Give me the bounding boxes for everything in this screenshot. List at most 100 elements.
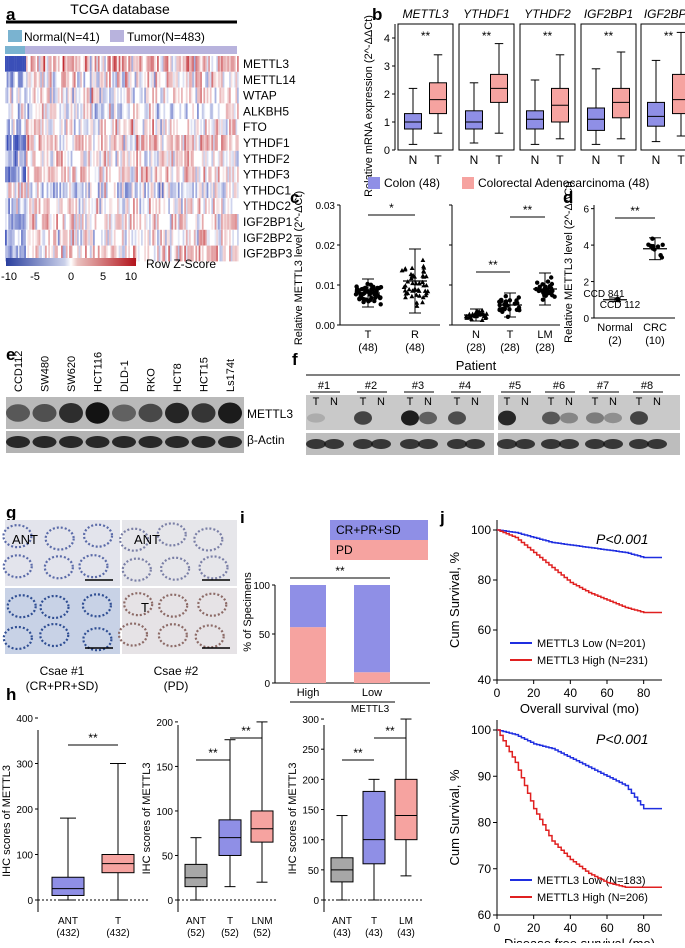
- heatmap-cell: [50, 72, 52, 88]
- data-point: [410, 266, 415, 270]
- heatmap-cell: [194, 119, 196, 135]
- heatmap-cell: [23, 167, 25, 183]
- heatmap-cell: [55, 167, 57, 183]
- heatmap-cell: [216, 56, 218, 72]
- heatmap-cell: [47, 103, 49, 119]
- heatmap-cell: [11, 103, 13, 119]
- heatmap-cell: [219, 88, 221, 104]
- y-tick-label: 0: [27, 896, 33, 907]
- lane-label: N: [521, 396, 529, 408]
- heatmap-cell: [130, 182, 132, 198]
- heatmap-cell: [139, 182, 141, 198]
- heatmap-cell: [141, 167, 143, 183]
- heatmap-cell: [151, 151, 153, 167]
- heatmap-cell: [136, 198, 138, 214]
- heatmap-cell: [95, 167, 97, 183]
- heatmap-cell: [159, 151, 161, 167]
- heatmap-cell: [211, 135, 213, 151]
- bar-pd: [354, 672, 390, 683]
- heatmap-cell: [189, 88, 191, 104]
- y-tick-label: 60: [478, 908, 492, 922]
- y-tick-label: 80: [478, 816, 492, 830]
- heatmap-cell: [128, 230, 130, 246]
- heatmap-cell: [133, 198, 135, 214]
- heatmap-cell: [207, 56, 209, 72]
- heatmap-cell: [167, 135, 169, 151]
- heatmap-cell: [56, 198, 58, 214]
- heatmap-cell: [195, 135, 197, 151]
- heatmap-cell: [175, 72, 177, 88]
- heatmap-cell: [51, 167, 53, 183]
- heatmap-cell: [61, 119, 63, 135]
- heatmap-cell: [184, 151, 186, 167]
- heatmap-cell: [114, 72, 116, 88]
- heatmap-cell: [26, 198, 28, 214]
- x-tick-label: N: [470, 153, 479, 167]
- heatmap-cell: [96, 56, 98, 72]
- significance-label: *: [389, 201, 394, 215]
- heatmap-cell: [221, 88, 223, 104]
- data-point: [410, 294, 415, 298]
- heatmap-cell: [157, 230, 159, 246]
- heatmap-cell: [234, 167, 236, 183]
- heatmap-cell: [176, 72, 178, 88]
- heatmap-cell: [200, 182, 202, 198]
- heatmap-cell: [183, 214, 185, 230]
- heatmap-cell: [187, 167, 189, 183]
- heatmap-cell: [189, 135, 191, 151]
- heatmap-cell: [63, 182, 65, 198]
- heatmap-cell: [160, 151, 162, 167]
- heatmap-cell: [83, 167, 85, 183]
- heatmap-cell: [90, 103, 92, 119]
- patient-label: #1: [318, 380, 330, 392]
- heatmap-cell: [178, 135, 180, 151]
- heatmap-cell: [232, 103, 234, 119]
- heatmap-cell: [111, 214, 113, 230]
- heatmap-cell: [205, 119, 207, 135]
- y-tick-label: 100: [253, 581, 270, 592]
- heatmap-cell: [123, 198, 125, 214]
- heatmap-cell: [195, 119, 197, 135]
- lane-label: T: [504, 396, 511, 408]
- heatmap-cell: [183, 72, 185, 88]
- heatmap-cell: [195, 88, 197, 104]
- heatmap-cell: [19, 119, 21, 135]
- heatmap-cell: [125, 214, 127, 230]
- heatmap-cell: [40, 151, 42, 167]
- y-tick-label: 0: [167, 896, 173, 907]
- x-tick-label: ANT: [58, 916, 78, 927]
- panel-letter-g: g: [6, 503, 16, 522]
- heatmap-cell: [80, 151, 82, 167]
- heatmap-cell: [152, 103, 154, 119]
- heatmap-cell: [219, 214, 221, 230]
- heatmap-cell: [99, 151, 101, 167]
- heatmap-cell: [58, 230, 60, 246]
- tumor-group-bar: [25, 46, 237, 54]
- heatmap-cell: [115, 151, 117, 167]
- heatmap-cell: [218, 182, 220, 198]
- heatmap-cell: [39, 135, 41, 151]
- heatmap-cell: [162, 56, 164, 72]
- heatmap-cell: [178, 151, 180, 167]
- heatmap-cell: [85, 119, 87, 135]
- heatmap-cell: [29, 135, 31, 151]
- x-tick-label: LM: [537, 329, 552, 341]
- heatmap-cell: [18, 88, 20, 104]
- heatmap-cell: [95, 72, 97, 88]
- heatmap-cell: [71, 214, 73, 230]
- heatmap-cell: [184, 135, 186, 151]
- heatmap-cell: [107, 230, 109, 246]
- blot-band-mettl3: [498, 411, 516, 426]
- heatmap-cell: [13, 214, 15, 230]
- heatmap-cell: [95, 103, 97, 119]
- heatmap-cell: [104, 182, 106, 198]
- heatmap-cell: [71, 119, 73, 135]
- heatmap-cell: [85, 230, 87, 246]
- data-point: [357, 296, 361, 300]
- y-tick-label: 200: [156, 718, 173, 729]
- heatmap-cell: [10, 72, 12, 88]
- x-tick-label: ANT: [332, 916, 352, 927]
- heatmap-cell: [208, 72, 210, 88]
- heatmap-cell: [234, 72, 236, 88]
- significance-label: **: [335, 564, 345, 578]
